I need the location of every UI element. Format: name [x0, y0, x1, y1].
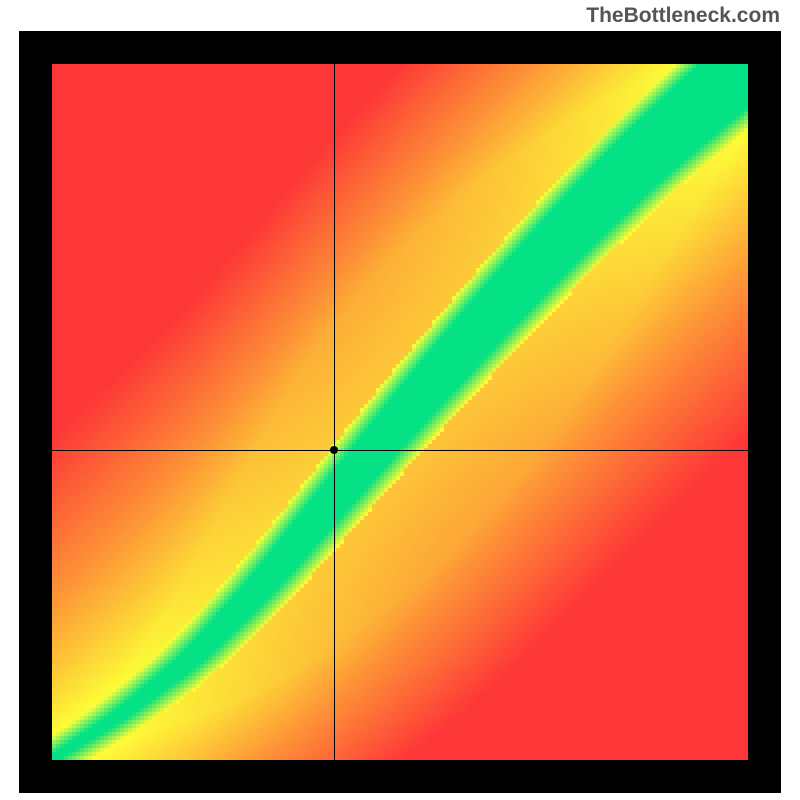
- data-point-marker: [330, 446, 338, 454]
- watermark-text: TheBottleneck.com: [586, 4, 780, 28]
- crosshair-horizontal: [52, 450, 748, 451]
- chart-container: TheBottleneck.com: [0, 0, 800, 800]
- plot-area: [52, 64, 748, 760]
- crosshair-vertical: [334, 64, 335, 760]
- heatmap-canvas: [52, 64, 748, 760]
